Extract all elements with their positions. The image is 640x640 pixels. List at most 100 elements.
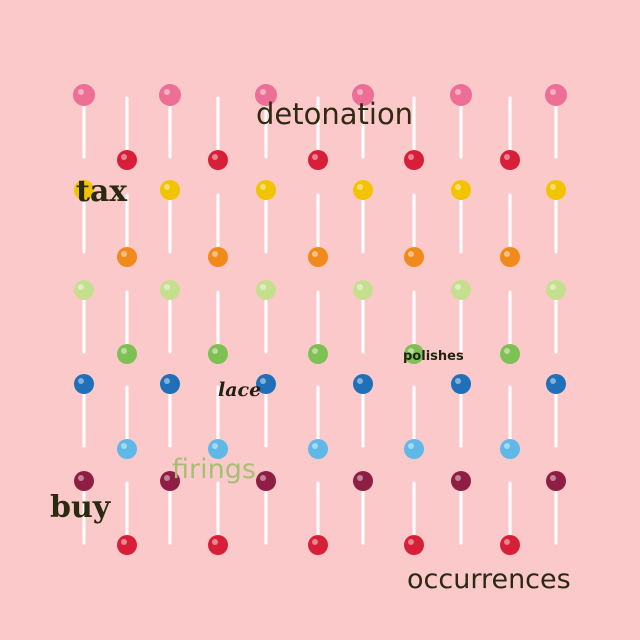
candy-highlight <box>212 154 218 160</box>
lollipop-grid <box>73 84 567 555</box>
candy-highlight <box>408 251 414 257</box>
candy-highlight <box>260 378 266 384</box>
candy-highlight <box>357 89 363 95</box>
lollipop-candy <box>546 280 566 300</box>
lollipop-candy <box>256 280 276 300</box>
candy-highlight <box>164 378 170 384</box>
candy-highlight <box>408 348 414 354</box>
lollipop-candy <box>451 280 471 300</box>
lollipop-candy <box>546 180 566 200</box>
lollipop-candy <box>256 374 276 394</box>
lollipop-candy <box>546 471 566 491</box>
lollipop-candy <box>117 439 137 459</box>
candy-highlight <box>550 475 556 481</box>
lollipop-candy <box>404 150 424 170</box>
candy-highlight <box>408 539 414 545</box>
lollipop-candy <box>159 84 181 106</box>
candy-highlight <box>357 284 363 290</box>
lollipop-candy <box>160 280 180 300</box>
lollipop-candy <box>74 471 94 491</box>
word-firings: firings <box>172 454 256 485</box>
candy-highlight <box>550 378 556 384</box>
candy-highlight <box>504 539 510 545</box>
lollipop-candy <box>404 247 424 267</box>
candy-highlight <box>212 443 218 449</box>
lollipop-candy <box>256 471 276 491</box>
lollipop-candy <box>160 180 180 200</box>
candy-highlight <box>312 539 318 545</box>
candy-highlight <box>504 443 510 449</box>
lollipop-candy <box>353 280 373 300</box>
candy-highlight <box>212 251 218 257</box>
lollipop-candy <box>451 471 471 491</box>
candy-highlight <box>212 539 218 545</box>
candy-highlight <box>260 184 266 190</box>
lollipop-candy <box>73 84 95 106</box>
candy-highlight <box>121 539 127 545</box>
lollipop-candy <box>74 180 94 200</box>
lollipop-candy <box>500 247 520 267</box>
word-tax: tax <box>76 174 128 209</box>
candy-highlight <box>78 89 84 95</box>
candy-highlight <box>78 184 84 190</box>
lollipop-candy <box>208 150 228 170</box>
candy-highlight <box>455 284 461 290</box>
candy-highlight <box>164 475 170 481</box>
lollipop-candy <box>74 280 94 300</box>
lollipop-candy <box>545 84 567 106</box>
candy-highlight <box>121 251 127 257</box>
candy-highlight <box>312 251 318 257</box>
candy-highlight <box>121 348 127 354</box>
candy-highlight <box>504 251 510 257</box>
lollipop-candy <box>352 84 374 106</box>
lollipop-candy <box>308 247 328 267</box>
lollipop-candy <box>500 439 520 459</box>
candy-highlight <box>260 475 266 481</box>
candy-highlight <box>357 184 363 190</box>
lollipop-candy <box>208 247 228 267</box>
lollipop-candy <box>500 150 520 170</box>
lollipop-candy <box>451 180 471 200</box>
lollipop-candy <box>353 374 373 394</box>
lollipop-candy <box>74 374 94 394</box>
candy-highlight <box>260 284 266 290</box>
candy-highlight <box>408 443 414 449</box>
candy-highlight <box>357 378 363 384</box>
candy-highlight <box>455 475 461 481</box>
lollipop-candy <box>500 535 520 555</box>
candy-highlight <box>504 154 510 160</box>
lollipop-candy <box>404 535 424 555</box>
lollipop-candy <box>160 471 180 491</box>
lollipop-candy <box>308 535 328 555</box>
lollipop-candy <box>308 344 328 364</box>
candy-highlight <box>455 378 461 384</box>
candy-highlight <box>212 348 218 354</box>
lollipop-candy <box>546 374 566 394</box>
lollipop-candy <box>117 247 137 267</box>
lollipop-candy <box>450 84 472 106</box>
lollipop-candy <box>208 439 228 459</box>
word-lace: lace <box>218 379 262 401</box>
candy-highlight <box>550 89 556 95</box>
lollipop-candy <box>353 180 373 200</box>
lollipop-candy <box>117 535 137 555</box>
lollipop-candy <box>117 150 137 170</box>
lollipop-candy <box>404 439 424 459</box>
candy-highlight <box>164 284 170 290</box>
candy-highlight <box>357 475 363 481</box>
candy-highlight <box>78 475 84 481</box>
lollipop-candy <box>160 374 180 394</box>
lollipop-candy <box>308 439 328 459</box>
candy-highlight <box>455 89 461 95</box>
candy-highlight <box>121 154 127 160</box>
lollipop-candy <box>353 471 373 491</box>
candy-highlight <box>260 89 266 95</box>
lollipop-candy <box>451 374 471 394</box>
candy-highlight <box>164 89 170 95</box>
lollipop-candy <box>308 150 328 170</box>
lollipop-candy <box>404 344 424 364</box>
word-buy: buy <box>50 490 111 525</box>
candy-highlight <box>164 184 170 190</box>
word-polishes: polishes <box>403 349 464 364</box>
